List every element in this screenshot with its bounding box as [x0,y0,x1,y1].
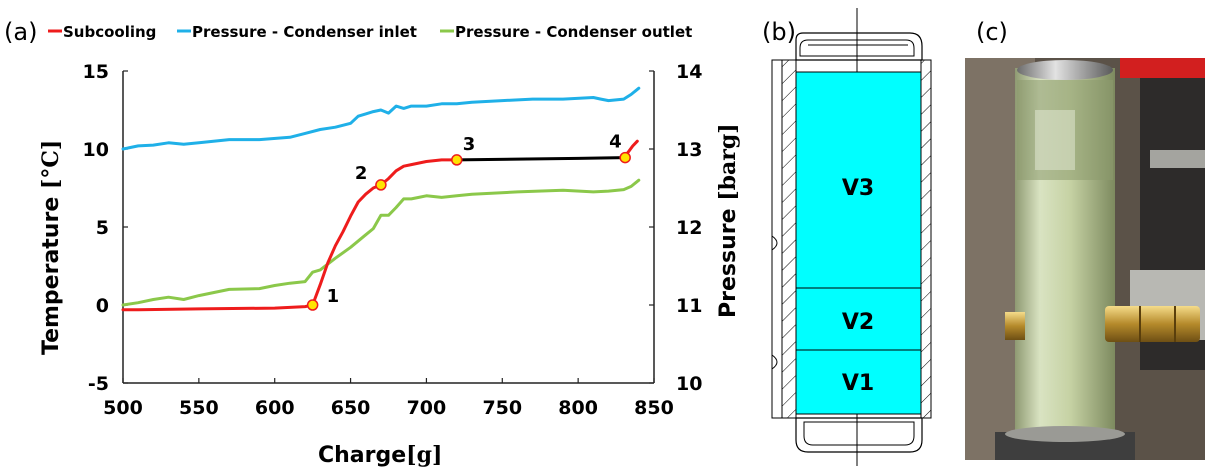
point-label: 4 [609,132,622,153]
x-axis-title: Charge[g] [318,442,442,468]
legend-label-outlet: Pressure - Condenser outlet [455,23,692,41]
x-tick-label: 650 [331,397,371,419]
panel-b-label: (b) [762,18,796,46]
series-pressure-inlet [121,86,641,151]
photo-red-bracket [1120,58,1205,78]
y-ticks: -5 0 5 10 15 [83,61,128,395]
series-plateau [455,156,626,162]
markers-group: 1 2 3 4 [306,132,631,311]
y2-ticks: 10 11 12 13 14 [649,61,702,395]
y2-tick-label: 11 [676,295,702,317]
point-marker [619,151,631,164]
x-tick-label: 800 [558,397,598,419]
photo-fitting-left [1005,312,1025,340]
right-wall [920,59,932,419]
x-ticks: 500 550 600 650 700 750 800 850 [103,378,674,419]
fitting-lower [771,354,778,370]
volume-fill [795,71,922,415]
series-subcooling [121,158,459,312]
point-marker [306,299,319,311]
y2-tick-label: 10 [676,373,702,395]
left-outer-wall [771,59,783,419]
bottom-cap [795,417,923,453]
point-label: 1 [327,286,340,307]
point-marker [375,179,387,191]
x-tick-label: 550 [179,397,219,419]
volume-v2-label: V2 [842,310,874,335]
point-label: 3 [463,134,476,155]
panel-c-photo: (c) [965,18,1205,460]
photo-receiver-icon [965,58,1205,460]
series-group [121,86,641,312]
series-pressure-outlet [121,178,641,307]
y-tick-label: 10 [83,139,109,161]
fitting-upper [771,235,778,251]
point-label: 2 [355,163,368,184]
y2-axis-title: Pressure [barg] [715,123,741,318]
x-tick-label: 500 [103,397,143,419]
x-tick-label: 600 [255,397,295,419]
left-wall [781,59,797,419]
legend: Subcooling Pressure - Condenser inlet Pr… [48,23,692,41]
panel-c-label: (c) [976,18,1008,46]
legend-label-subcooling: Subcooling [63,23,156,41]
panel-a-chart: (a) Subcooling Pressure - Condenser inle… [4,18,741,468]
y-tick-label: 15 [83,61,109,83]
photo-fitting-right [1105,306,1200,342]
volume-v1-label: V1 [842,371,874,396]
photo-base-ring [1005,426,1125,442]
volume-v3-label: V3 [842,176,874,201]
y2-tick-label: 14 [676,61,702,83]
x-tick-label: 750 [482,397,522,419]
photo-tube-reflection [1035,110,1075,170]
legend-label-inlet: Pressure - Condenser inlet [192,23,417,41]
y-tick-label: 0 [96,295,109,317]
y2-tick-label: 12 [676,217,702,239]
top-cap-inner [799,39,915,57]
x-tick-label: 700 [407,397,447,419]
photo-bracket-1 [1150,150,1205,168]
x-tick-label: 850 [634,397,674,419]
y-axis-title: Temperature [°C] [38,140,64,355]
point-marker [451,154,463,166]
panel-b-diagram: (b) V3 V2 V1 [762,8,932,466]
photo-tube-top [1017,60,1113,80]
y-tick-label: -5 [88,373,109,395]
panel-a-label: (a) [4,18,37,46]
y-tick-label: 5 [96,217,109,239]
y2-tick-label: 13 [676,139,702,161]
bottom-cap-inner [803,421,915,446]
